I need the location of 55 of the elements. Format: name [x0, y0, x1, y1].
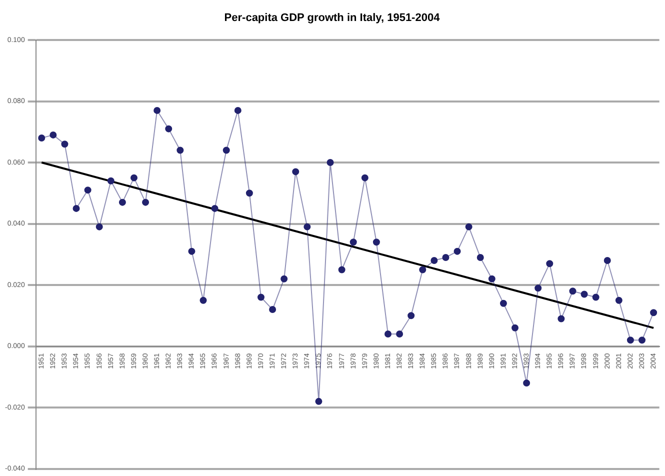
- point: [350, 238, 357, 246]
- point: [72, 204, 80, 212]
- point: [476, 254, 484, 261]
- point: [546, 260, 554, 268]
- point: [38, 134, 46, 142]
- point: [430, 257, 438, 264]
- point: [604, 257, 611, 264]
- point: [84, 186, 92, 194]
- point: [326, 159, 334, 166]
- point: [361, 174, 368, 182]
- point: [454, 248, 461, 255]
- point: [419, 266, 426, 274]
- point: [246, 190, 253, 197]
- point: [142, 198, 150, 206]
- point: [615, 296, 622, 304]
- point: [338, 266, 346, 274]
- point: [211, 204, 218, 212]
- point: [165, 125, 172, 132]
- point: [534, 284, 542, 292]
- point: [384, 330, 392, 338]
- point: [234, 106, 242, 114]
- point: [396, 330, 404, 338]
- point: [442, 254, 450, 261]
- point: [512, 324, 519, 332]
- point: [408, 312, 415, 320]
- point: [222, 146, 230, 154]
- point: [558, 315, 565, 322]
- point: [96, 223, 103, 230]
- point: [580, 290, 588, 298]
- point: [372, 238, 380, 246]
- point: [61, 140, 68, 148]
- point: [315, 398, 322, 405]
- point: [500, 300, 507, 307]
- point: [176, 146, 184, 154]
- point: [569, 288, 576, 295]
- point: [304, 223, 311, 230]
- point: [488, 275, 496, 282]
- point: [638, 336, 646, 344]
- point: [626, 336, 634, 344]
- chart-title: Per-capita GDP growth in Italy, 1951-2004: [224, 12, 441, 24]
- point: [200, 296, 207, 304]
- point: [592, 294, 600, 301]
- point: [118, 198, 126, 206]
- point: [650, 309, 658, 316]
- point: [257, 294, 264, 301]
- point: [523, 380, 530, 387]
- point: [269, 306, 276, 314]
- point: [465, 223, 472, 230]
- point: [154, 106, 161, 114]
- point: [130, 174, 138, 182]
- point: [188, 248, 196, 255]
- point: [107, 177, 114, 184]
- point: [280, 275, 288, 282]
- point: [50, 131, 57, 138]
- point: [292, 168, 300, 176]
